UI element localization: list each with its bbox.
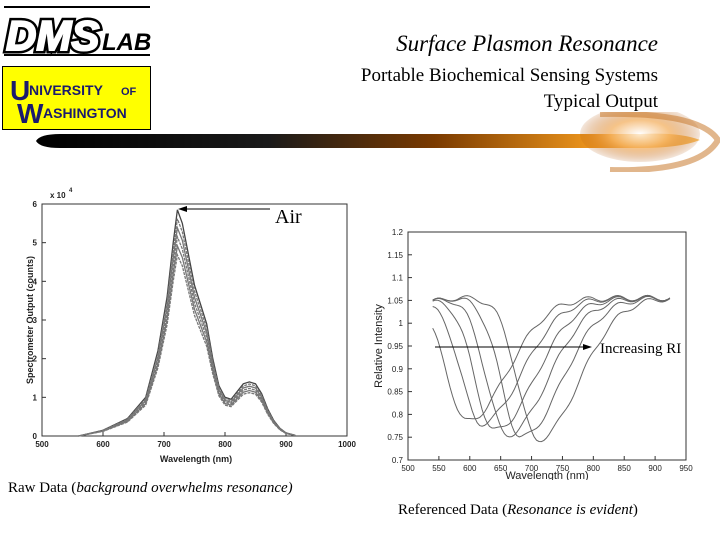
- referenced-data-caption-suffix: ): [632, 502, 638, 518]
- y-tick-label: 5: [33, 239, 38, 248]
- uw-niversity-text: NIVERSITY: [29, 82, 104, 98]
- swoosh-curve: [599, 112, 720, 172]
- x-axis-ticks-2: 500 550 600 650 700 750 800 850 900 950: [401, 456, 693, 473]
- raw-spectrum-line: [78, 225, 296, 437]
- uw-w-letter: W: [17, 98, 44, 129]
- x-axis-label-2: Wavelength (nm): [505, 470, 588, 480]
- uw-logo-graphic: U NIVERSITY OF W ASHINGTON: [10, 75, 137, 129]
- x-tick-label: 700: [525, 464, 539, 473]
- y-axis-ticks: 0 1 2 3 4 5 6: [33, 200, 46, 441]
- y-tick-label: 0.95: [387, 342, 403, 351]
- y-tick-label: 2: [33, 355, 38, 364]
- x-tick-label: 500: [401, 464, 415, 473]
- raw-spectrum-line: [78, 252, 296, 437]
- y-tick-label: 0.7: [392, 456, 404, 465]
- x-tick-label: 600: [96, 440, 110, 449]
- y-tick-label: 6: [33, 200, 38, 209]
- y-tick-label: 0: [33, 432, 38, 441]
- lab-text: LAB: [102, 29, 151, 56]
- increasing-ri-label: Increasing RI: [600, 341, 681, 357]
- x-tick-label: 800: [587, 464, 601, 473]
- x-axis-label: Wavelength (nm): [160, 454, 232, 464]
- y-tick-label: 1.1: [392, 274, 404, 283]
- y-multiplier-exponent: 4: [69, 188, 73, 194]
- referenced-data-chart: 0.7 0.75 0.8 0.85 0.9 0.95 1 1.05 1.1 1.15 1.2 500…: [373, 228, 693, 480]
- x-tick-label: 850: [618, 464, 632, 473]
- air-label: Air: [275, 206, 302, 228]
- raw-data-caption-italic: background overwhelms resonance): [76, 480, 293, 496]
- x-tick-label: 650: [494, 464, 508, 473]
- page-subtitle-2: Typical Output: [543, 91, 658, 112]
- dms-lab-logo-graphic: DMS DMS LAB: [3, 6, 151, 63]
- decorative-swoosh: [36, 112, 720, 172]
- x-tick-label: 950: [679, 464, 693, 473]
- raw-data-caption-prefix: Raw Data (: [8, 480, 77, 496]
- y-tick-label: 3: [33, 316, 38, 325]
- x-tick-label: 900: [279, 440, 293, 449]
- raw-data-chart: 0 1 2 3 4 5 6 500 600 700 800 900 1000 x 10 4 Wavel…: [25, 188, 356, 464]
- series-group-2: [432, 294, 671, 443]
- y-tick-label: 1.05: [387, 296, 403, 305]
- title-block: Surface Plasmon Resonance Portable Bioch…: [361, 30, 658, 114]
- y-multiplier-label: x 10: [50, 191, 66, 200]
- x-tick-label: 750: [556, 464, 570, 473]
- referenced-spectrum-line: [432, 295, 671, 438]
- y-tick-label: 0.75: [387, 433, 403, 442]
- referenced-data-caption-prefix: Referenced Data (: [398, 502, 508, 518]
- ri-arrow-head: [583, 344, 592, 350]
- x-tick-label: 900: [648, 464, 662, 473]
- y-tick-label: 1.15: [387, 251, 403, 260]
- dms-text: DMS: [6, 12, 99, 59]
- x-tick-label: 700: [157, 440, 171, 449]
- series-group: [78, 209, 296, 437]
- x-tick-label: 500: [35, 440, 49, 449]
- x-tick-label: 550: [432, 464, 446, 473]
- referenced-spectrum-line: [432, 294, 671, 429]
- y-tick-label: 1: [33, 393, 38, 402]
- x-tick-label: 600: [463, 464, 477, 473]
- swoosh-bar: [36, 133, 700, 148]
- y-tick-label: 0.8: [392, 410, 404, 419]
- air-arrow-head: [178, 206, 187, 212]
- x-tick-label: 800: [218, 440, 232, 449]
- university-of-washington-logo: U NIVERSITY OF W ASHINGTON: [2, 66, 151, 130]
- page-subtitle: Portable Biochemical Sensing Systems: [360, 65, 658, 86]
- x-tick-label: 1000: [338, 440, 356, 449]
- y-tick-label: 1: [399, 319, 404, 328]
- air-annotation: Air: [178, 206, 302, 228]
- chart-frame-2: [407, 231, 687, 461]
- referenced-spectrum-line: [432, 295, 671, 438]
- referenced-data-caption: Referenced Data (Resonance is evident): [398, 502, 638, 519]
- y-tick-label: 0.85: [387, 388, 403, 397]
- y-tick-label: 0.9: [392, 365, 404, 374]
- dms-lab-logo: DMS DMS LAB: [0, 0, 154, 63]
- increasing-ri-annotation: Increasing RI: [435, 341, 681, 357]
- y-tick-label: 4: [33, 277, 38, 286]
- chart-frame: [41, 203, 348, 437]
- page-title: Surface Plasmon Resonance: [396, 31, 658, 56]
- dms-text-outline: DMS: [6, 12, 99, 59]
- uw-of-text: OF: [121, 86, 137, 98]
- referenced-spectrum-line: [432, 295, 671, 443]
- x-axis-ticks: 500 600 700 800 900 1000: [35, 432, 356, 449]
- uw-ashington-text: ASHINGTON: [43, 105, 127, 121]
- uw-u-letter: U: [10, 75, 30, 106]
- referenced-data-caption-italic: Resonance is evident: [507, 502, 633, 518]
- y-axis-label: Spectrometer Output (counts): [25, 256, 35, 384]
- raw-data-caption: Raw Data (background overwhelms resonanc…: [8, 480, 293, 497]
- y-tick-label: 1.2: [392, 228, 404, 237]
- swoosh-glow: [580, 112, 700, 162]
- y-axis-ticks-2: 0.7 0.75 0.8 0.85 0.9 0.95 1 1.05 1.1 1.15 1.2: [387, 228, 412, 465]
- y-axis-label-2: Relative Intensity: [373, 304, 385, 388]
